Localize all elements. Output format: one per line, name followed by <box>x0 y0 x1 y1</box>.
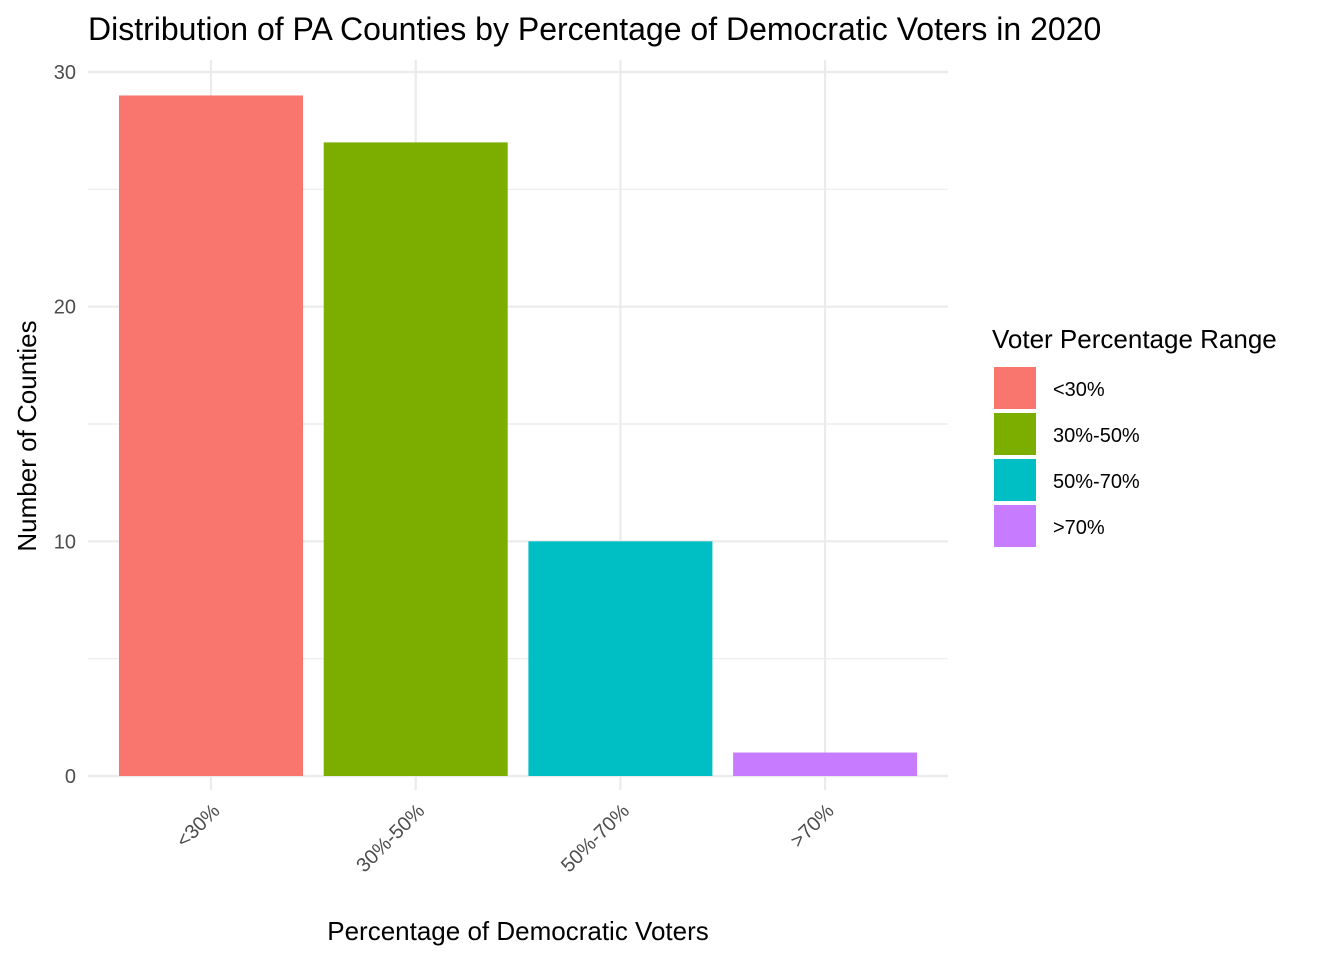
x-tick-label: 50%-70% <box>557 800 634 877</box>
legend-label: 30%-50% <box>1053 425 1140 447</box>
y-tick-label: 10 <box>54 531 76 553</box>
bar <box>528 541 713 776</box>
legend: Voter Percentage Range <30% 30%-50% 50%-70… <box>992 324 1277 547</box>
bars <box>119 95 918 776</box>
x-tick-label: <30% <box>172 800 224 852</box>
y-tick-label: 0 <box>65 766 76 788</box>
legend-label: >70% <box>1053 517 1105 539</box>
legend-key <box>994 413 1036 455</box>
x-axis-title: Percentage of Democratic Voters <box>327 916 709 946</box>
y-tick-label: 30 <box>54 62 76 84</box>
legend-key <box>994 459 1036 501</box>
x-axis-ticks: <30% 30%-50% 50%-70% >70% <box>172 800 838 877</box>
chart-title: Distribution of PA Counties by Percentag… <box>88 11 1101 47</box>
bar <box>733 752 918 776</box>
x-tick-label: 30%-50% <box>352 800 429 877</box>
legend-key <box>994 367 1036 409</box>
bar <box>323 142 508 776</box>
legend-items: <30% 30%-50% 50%-70% >70% <box>994 367 1140 547</box>
y-axis-title: Number of Counties <box>12 320 42 551</box>
y-axis-ticks: 0 10 20 30 <box>54 62 76 788</box>
x-tick-label: >70% <box>787 800 839 852</box>
legend-title: Voter Percentage Range <box>992 324 1277 354</box>
bar <box>119 95 303 776</box>
y-tick-label: 20 <box>54 297 76 319</box>
legend-label: <30% <box>1053 379 1105 401</box>
legend-label: 50%-70% <box>1053 471 1140 493</box>
legend-key <box>994 505 1036 547</box>
